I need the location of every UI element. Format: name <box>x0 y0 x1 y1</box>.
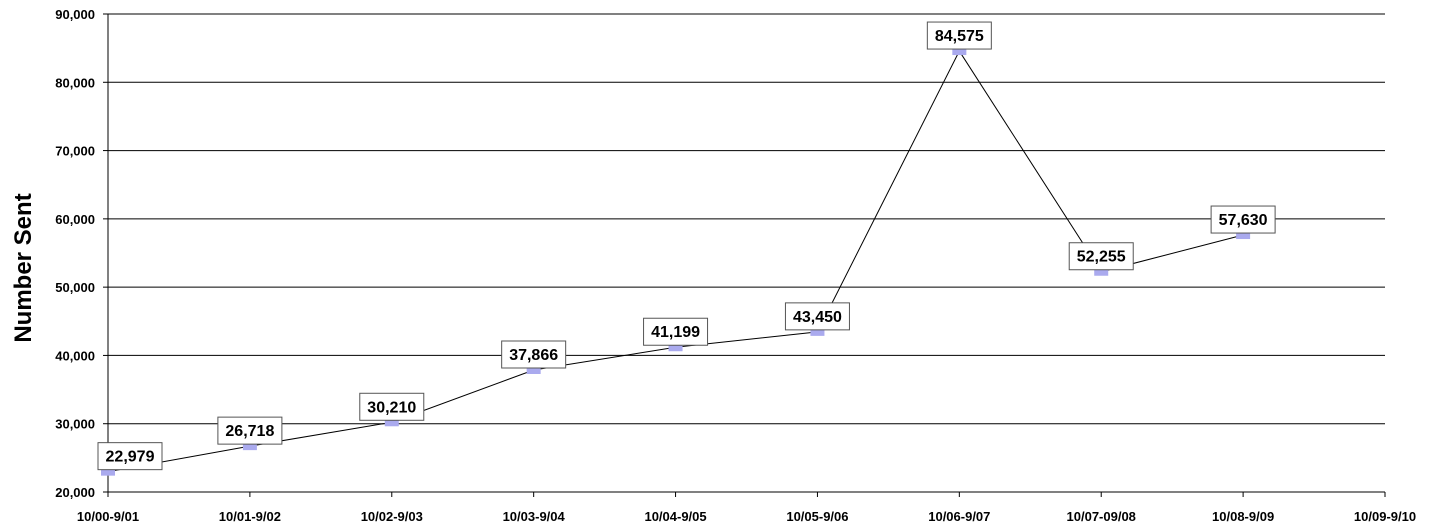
x-tick-label: 10/08-9/09 <box>1212 509 1274 524</box>
data-label-text: 37,866 <box>509 347 558 364</box>
data-label: 43,450 <box>784 302 850 331</box>
x-tick-labels: 10/00-9/01 10/01-9/02 10/02-9/03 10/03-9/04… <box>77 509 1416 524</box>
gridlines <box>108 13 1385 425</box>
y-tick-label: 70,000 <box>55 144 95 159</box>
data-labels: 22,979 26,718 30,210 37,866 41,199 43,450 84,5… <box>97 21 1276 471</box>
x-tick-label: 10/00-9/01 <box>77 509 139 524</box>
data-label-box <box>217 416 283 445</box>
y-tick-label: 40,000 <box>55 348 95 363</box>
data-label-text: 41,199 <box>651 324 700 341</box>
data-label-box <box>1210 205 1276 234</box>
data-point-marker <box>1236 231 1251 240</box>
data-label: 84,575 <box>926 21 992 50</box>
data-label: 57,630 <box>1210 205 1276 234</box>
x-tick-label: 10/06-9/07 <box>928 509 990 524</box>
data-label: 26,718 <box>217 416 283 445</box>
data-label-text: 84,575 <box>935 28 984 45</box>
data-label-box <box>643 317 709 346</box>
data-point-marker <box>1094 267 1109 276</box>
data-series <box>101 47 1251 476</box>
data-label-text: 52,255 <box>1077 249 1126 266</box>
x-tick-label: 10/09-9/10 <box>1354 509 1416 524</box>
y-tick-label: 50,000 <box>55 280 95 295</box>
data-label-box <box>784 302 850 331</box>
data-point-marker <box>952 47 967 56</box>
data-label-text: 22,979 <box>106 449 155 466</box>
data-point-marker <box>101 467 115 476</box>
y-axis-label: Number Sent <box>10 193 37 342</box>
data-point-marker <box>384 418 399 427</box>
data-point-marker <box>526 366 541 375</box>
data-point-marker <box>810 327 825 336</box>
data-label: 41,199 <box>643 317 709 346</box>
data-point-marker <box>668 343 683 352</box>
y-tick-label: 90,000 <box>55 7 95 22</box>
y-tick-labels: 20,000 30,000 40,000 50,000 60,000 70,000 80,0… <box>55 7 95 500</box>
data-label: 22,979 <box>97 442 163 471</box>
data-label-text: 43,450 <box>793 309 842 326</box>
data-label-box <box>97 442 163 471</box>
data-label: 30,210 <box>359 392 425 421</box>
data-label-text: 26,718 <box>225 423 274 440</box>
y-tick-label: 80,000 <box>55 75 95 90</box>
x-tick-label: 10/01-9/02 <box>219 509 281 524</box>
data-label: 52,255 <box>1068 242 1134 271</box>
data-label-box <box>359 392 425 421</box>
x-tick-label: 10/02-9/03 <box>361 509 423 524</box>
y-tick-label: 30,000 <box>55 417 95 432</box>
axes <box>103 13 1386 497</box>
data-point-marker <box>242 442 257 451</box>
y-tick-label: 60,000 <box>55 212 95 227</box>
data-label-box <box>501 340 567 369</box>
data-label-box <box>926 21 992 50</box>
data-label-text: 30,210 <box>367 399 416 416</box>
data-label-text: 57,630 <box>1219 212 1268 229</box>
x-tick-label: 10/05-9/06 <box>786 509 848 524</box>
data-label: 37,866 <box>501 340 567 369</box>
data-label-box <box>1068 242 1134 271</box>
x-tick-label: 10/07-09/08 <box>1067 509 1136 524</box>
x-tick-label: 10/03-9/04 <box>503 509 566 524</box>
x-tick-label: 10/04-9/05 <box>644 509 706 524</box>
y-tick-label: 20,000 <box>55 485 95 500</box>
